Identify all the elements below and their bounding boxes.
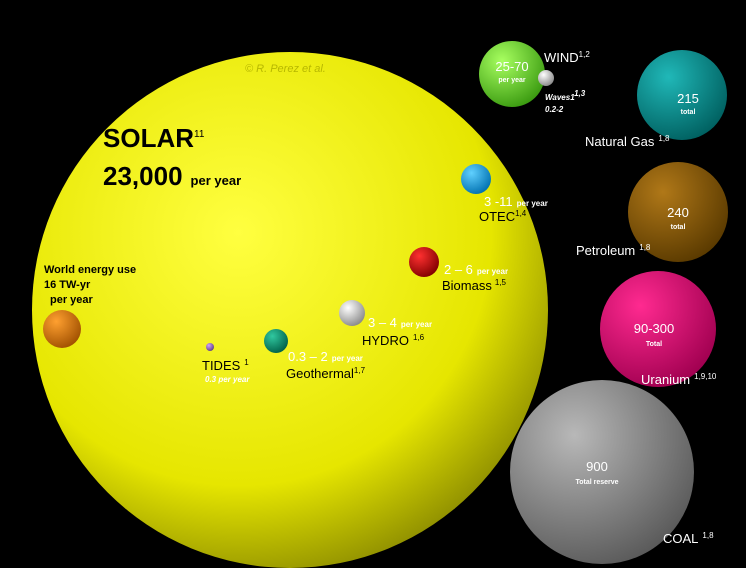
waves-value: 0.2-2 <box>545 105 564 114</box>
uranium-sphere <box>600 271 716 387</box>
gas-label: Natural Gas 1,8 <box>585 134 670 149</box>
geothermal-label: Geothermal1,7 <box>286 366 366 381</box>
coal-value: 900 <box>586 459 608 474</box>
waves-label: Waves11,3 <box>545 89 586 102</box>
uranium-unit: Total <box>646 341 662 348</box>
wind-label: WIND1,2 <box>544 50 590 65</box>
coal-sphere <box>510 380 694 564</box>
hydro-value: 3 – 4 per year <box>368 315 432 330</box>
otec-sphere <box>461 164 491 194</box>
gas-value: 215 <box>677 91 699 106</box>
credit: © R. Perez et al. <box>245 63 326 75</box>
world-line: per year <box>50 294 94 306</box>
petroleum-unit: total <box>671 224 686 231</box>
tides-sphere <box>206 343 214 351</box>
gas-sphere <box>637 50 727 140</box>
biomass-value: 2 – 6 per year <box>444 262 508 277</box>
petroleum-sphere <box>628 162 728 262</box>
tides-label: TIDES 1 <box>202 358 249 373</box>
coal-label: COAL 1,8 <box>663 531 714 546</box>
hydro-sphere <box>339 300 365 326</box>
petroleum-label: Petroleum 1,8 <box>576 243 651 258</box>
uranium-label: Uranium 1,9,10 <box>641 372 717 387</box>
wind-unit: per year <box>498 77 526 84</box>
world-sphere <box>43 310 81 348</box>
wind-value: 25-70 <box>495 59 528 74</box>
petroleum-value: 240 <box>667 205 689 220</box>
uranium-value: 90-300 <box>634 321 674 336</box>
geothermal-value: 0.3 – 2 per year <box>288 349 363 364</box>
otec-label: OTEC1,4 <box>479 209 527 224</box>
hydro-label: HYDRO 1,6 <box>362 333 425 348</box>
world-line: 16 TW-yr <box>44 279 91 291</box>
solar-label: SOLAR11 <box>103 123 205 153</box>
coal-unit: Total reserve <box>575 479 618 486</box>
gas-unit: total <box>681 109 696 116</box>
waves-sphere <box>538 70 554 86</box>
otec-value: 3 -11 per year <box>484 194 548 209</box>
solar-sphere <box>32 52 548 568</box>
geothermal-sphere <box>264 329 288 353</box>
wind-sphere <box>479 41 545 107</box>
biomass-sphere <box>409 247 439 277</box>
tides-value: 0.3 per year <box>205 375 250 384</box>
world-line: World energy use <box>44 264 136 276</box>
biomass-label: Biomass 1,5 <box>442 278 507 293</box>
solar-value: 23,000 per year <box>103 161 241 191</box>
